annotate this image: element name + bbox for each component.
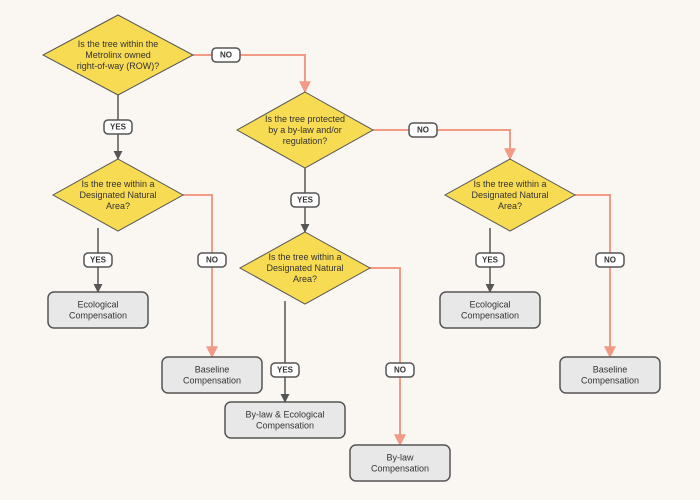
node-o5: EcologicalCompensation bbox=[440, 292, 540, 328]
node-d1: Is the tree within theMetrolinx ownedrig… bbox=[43, 15, 193, 95]
node-d5: Is the tree within aDesignated NaturalAr… bbox=[445, 159, 575, 231]
node-text: Area? bbox=[293, 274, 317, 284]
node-text: Compensation bbox=[371, 464, 429, 474]
edge-label-yes: YES bbox=[291, 193, 319, 207]
edge-label-no: NO bbox=[386, 363, 414, 377]
edge-no bbox=[373, 130, 510, 159]
node-d4: Is the tree within aDesignated NaturalAr… bbox=[240, 232, 370, 304]
edge-no bbox=[193, 55, 305, 92]
yes-label: YES bbox=[90, 256, 107, 265]
node-o2: BaselineCompensation bbox=[162, 357, 262, 393]
node-text: Compensation bbox=[183, 376, 241, 386]
edge-label-no: NO bbox=[198, 253, 226, 267]
edge-label-yes: YES bbox=[271, 363, 299, 377]
node-o6: BaselineCompensation bbox=[560, 357, 660, 393]
node-text: Baseline bbox=[593, 365, 628, 375]
edge-label-yes: YES bbox=[84, 253, 112, 267]
node-o3: By-law & EcologicalCompensation bbox=[225, 402, 345, 438]
node-text: Ecological bbox=[469, 300, 510, 310]
edge-label-no: NO bbox=[212, 48, 240, 62]
node-d2: Is the tree within aDesignated NaturalAr… bbox=[53, 159, 183, 231]
node-o4: By-lawCompensation bbox=[350, 445, 450, 481]
no-label: NO bbox=[206, 256, 218, 265]
edge-no bbox=[370, 268, 400, 445]
node-text: Compensation bbox=[69, 311, 127, 321]
node-text: Is the tree within a bbox=[81, 179, 154, 189]
node-text: Designated Natural bbox=[79, 190, 156, 200]
edge-no bbox=[183, 195, 212, 357]
node-text: Compensation bbox=[256, 421, 314, 431]
node-o1: EcologicalCompensation bbox=[48, 292, 148, 328]
yes-label: YES bbox=[110, 123, 127, 132]
no-label: NO bbox=[394, 366, 406, 375]
node-text: Is the tree within a bbox=[473, 179, 546, 189]
edge-no bbox=[575, 195, 610, 357]
yes-label: YES bbox=[297, 196, 314, 205]
node-text: Baseline bbox=[195, 365, 230, 375]
no-label: NO bbox=[220, 51, 232, 60]
node-text: regulation? bbox=[283, 136, 328, 146]
node-text: Compensation bbox=[581, 376, 639, 386]
flowchart: Is the tree within theMetrolinx ownedrig… bbox=[0, 0, 700, 500]
edge-label-no: NO bbox=[596, 253, 624, 267]
node-text: Is the tree within a bbox=[268, 252, 341, 262]
node-text: Metrolinx owned bbox=[85, 50, 151, 60]
node-text: Area? bbox=[498, 201, 522, 211]
edge-label-yes: YES bbox=[476, 253, 504, 267]
node-text: By-law & Ecological bbox=[245, 410, 324, 420]
no-label: NO bbox=[417, 126, 429, 135]
node-text: Designated Natural bbox=[266, 263, 343, 273]
node-text: Designated Natural bbox=[471, 190, 548, 200]
edge-label-yes: YES bbox=[104, 120, 132, 134]
yes-label: YES bbox=[277, 366, 294, 375]
node-text: right-of-way (ROW)? bbox=[77, 61, 160, 71]
edge-label-no: NO bbox=[409, 123, 437, 137]
node-d3: Is the tree protectedby a by-law and/orr… bbox=[237, 92, 373, 168]
node-text: Area? bbox=[106, 201, 130, 211]
node-text: Ecological bbox=[77, 300, 118, 310]
node-text: by a by-law and/or bbox=[268, 125, 342, 135]
node-text: Is the tree within the bbox=[78, 39, 159, 49]
node-text: Compensation bbox=[461, 311, 519, 321]
yes-label: YES bbox=[482, 256, 499, 265]
no-label: NO bbox=[604, 256, 616, 265]
node-text: By-law bbox=[386, 453, 414, 463]
node-text: Is the tree protected bbox=[265, 114, 345, 124]
